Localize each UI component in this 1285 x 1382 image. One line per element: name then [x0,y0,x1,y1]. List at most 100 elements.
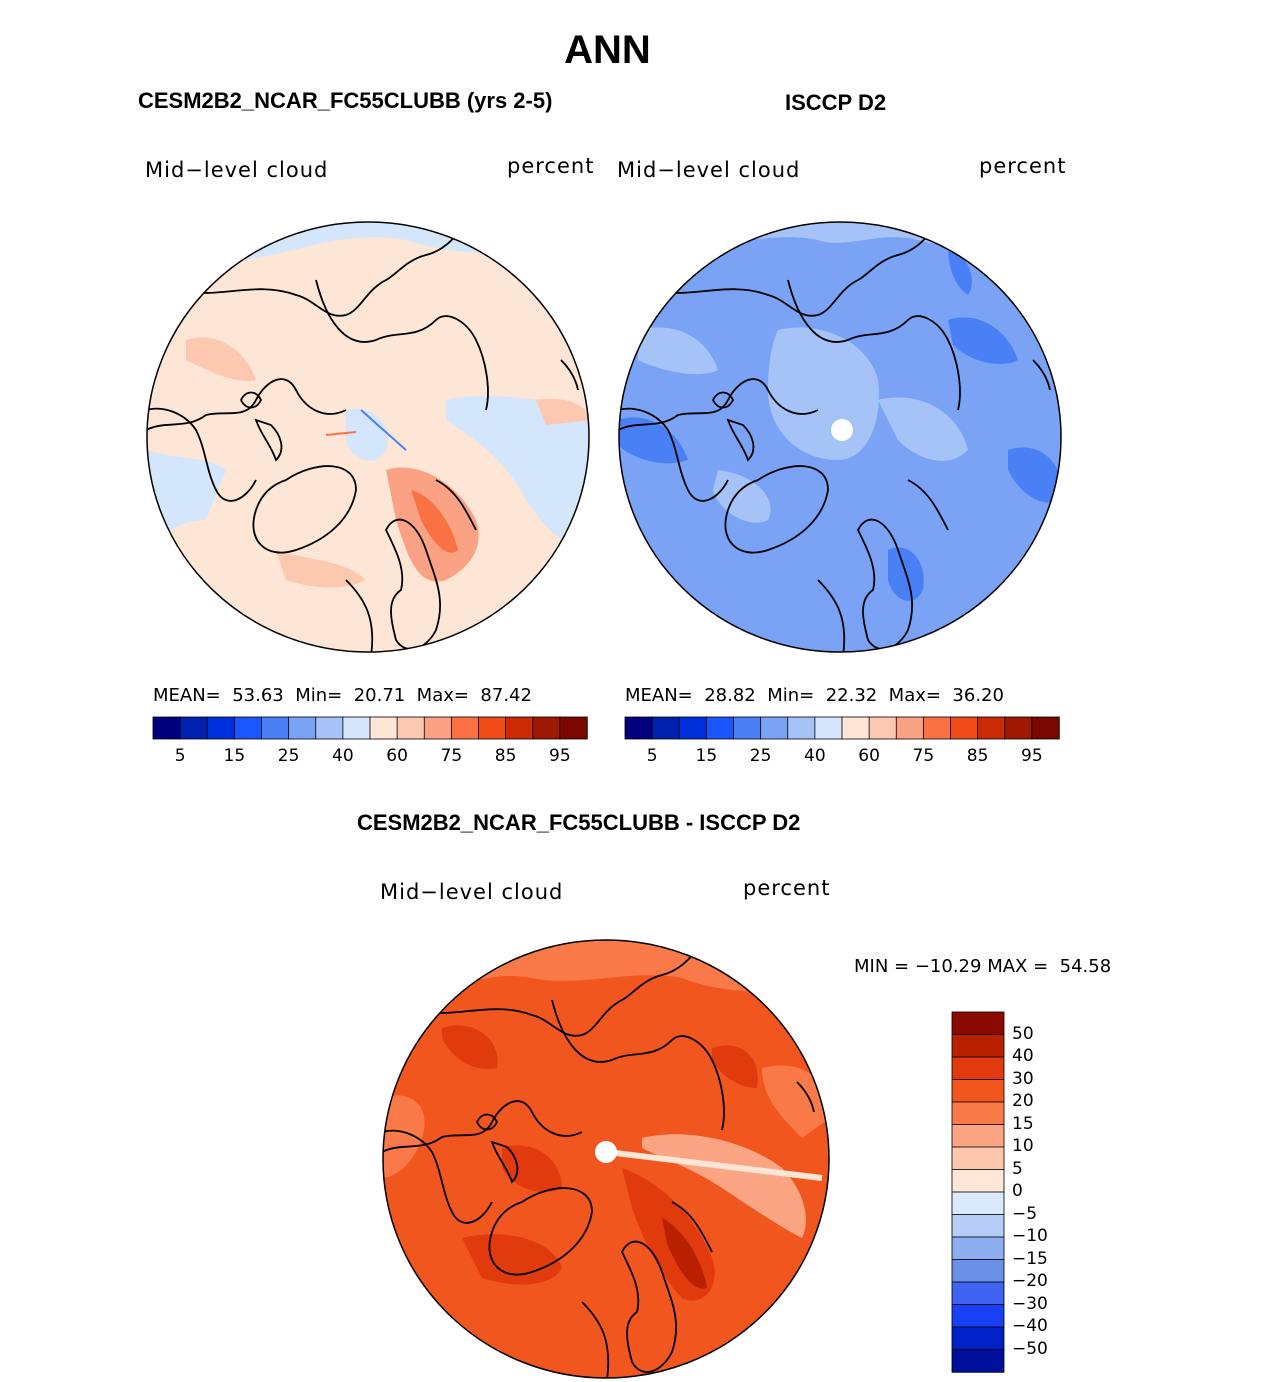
panel-3-colorbar-box [951,1034,1005,1058]
panel-1-colorbar-tick-label: 25 [277,746,300,766]
panel-2-colorbar-box [868,716,897,740]
panel-2-variable: Mid−level cloud [617,158,801,182]
panel-3-colorbar-box [951,1349,1005,1373]
panel-1-field-orange-east [536,398,589,425]
panel-1-colorbar-box [423,716,453,740]
panel-2-colorbar-box [760,716,789,740]
panel-1-variable: Mid−level cloud [145,158,329,182]
panel-1-colorbar-ticks: 5 15 25 40 60 75 85 95 [153,746,587,768]
panel-2-field-dark-north [948,245,972,295]
panel-3-title: CESM2B2_NCAR_FC55CLUBB - ISCCP D2 [357,810,801,835]
panel-2-field-light-west [638,327,718,375]
panel-3-colorbar-box [951,1146,1005,1171]
panel-2-colorbar-box [977,716,1006,740]
panel-1-colorbar-box [342,716,371,740]
panel-1-colorbar-box [559,716,588,740]
panel-1-colorbar-box [315,716,344,740]
panel-3-colorbar-box [951,1214,1005,1238]
panel-3-field-light-ne [762,1065,829,1138]
panel-1-colorbar-tick-label: 85 [494,746,517,766]
panel-1-stats: MEAN= 53.63 Min= 20.71 Max= 87.42 [153,685,532,706]
panel-1-map [146,221,590,653]
panel-3-max-value: 54.58 [1059,956,1112,977]
panel-2-coastlines [619,224,1051,652]
panel-2-colorbar-tick-label: 60 [858,746,880,766]
panel-3-minmax: MIN = −10.29 MAX = 54.58 [854,956,1111,977]
panel-3-colorbar-box [951,1281,1005,1306]
panel-2-units: percent [979,154,1067,178]
panel-1-units: percent [507,154,595,178]
panel-3-field-darkest-europe [662,1218,707,1289]
panel-3-field-light-west [383,1095,425,1178]
panel-1-colorbar-box [261,716,290,740]
panel-3-colorbar-box [951,1259,1005,1283]
panel-1-pole-artifact [360,409,407,451]
panel-1-colorbar-tick-label: 15 [223,746,246,766]
panel-1-colorbar-box [532,716,561,740]
panel-3-colorbar-tick-label: −40 [1012,1316,1048,1336]
panel-3-colorbar-tick-label: −15 [1012,1248,1048,1269]
panel-3-colorbar-tick-label: 50 [1012,1023,1034,1044]
panel-1-field-blue-east [446,395,589,550]
panel-3-min-label: MIN = [854,956,910,977]
panel-2-min-value: 22.32 [825,685,878,706]
panel-1-colorbar-box [505,716,534,740]
panel-1-max-value: 87.42 [480,685,532,706]
panel-3-field-dark-nw [442,1025,498,1069]
panel-3-map-border [382,939,830,1379]
panel-1-min-value: 20.71 [353,685,406,706]
panel-2-title: ISCCP D2 [785,90,887,115]
panel-3-colorbar-tick-label: −20 [1012,1271,1048,1291]
panel-1-field-blue-pole [346,409,388,461]
panel-1-title: CESM2B2_NCAR_FC55CLUBB (yrs 2-5) [138,88,553,113]
panel-2-colorbar-tick-label: 40 [804,746,826,766]
panel-3-colorbar-tick-label: 0 [1012,1181,1023,1201]
panel-3-colorbar-tick-label: −50 [1012,1338,1048,1359]
panel-1-colorbar-tick-label: 5 [174,746,186,766]
panel-1-field-orange-west [186,337,256,381]
panel-3-colorbar-box [951,1124,1005,1148]
panel-3-max-label: MAX = [987,956,1049,977]
panel-3-colorbar-box [951,1101,1005,1126]
panel-3-pole-artifact [606,1149,823,1181]
panel-3-units: percent [743,876,831,900]
panel-3-colorbar-tick-label: 5 [1012,1158,1023,1179]
panel-3-coastlines [383,944,815,1378]
panel-2-colorbar-tick-label: 5 [646,746,658,766]
panel-1-field-red-core [411,490,458,553]
panel-3-colorbar-box [951,1011,1005,1036]
panel-1-colorbar-box [288,716,317,740]
panel-1-field-orange-south [276,550,366,588]
panel-2-colorbar-box [624,716,653,740]
panel-2-colorbar-box [841,716,870,740]
panel-1-colorbar-box [233,716,263,740]
panel-2-colorbar-tick-label: 75 [912,746,935,766]
panel-1-colorbar [152,716,588,740]
panel-3-field-dark-sw [462,1234,562,1285]
panel-3-colorbar-tick-label: 15 [1012,1113,1034,1134]
panel-2-colorbar-box [1031,716,1060,740]
panel-1-colorbar-tick-label: 40 [332,746,354,766]
panel-1-max-label: Max= [416,685,469,706]
panel-2-colorbar-box [787,716,816,740]
panel-2-colorbar-ticks: 5 15 25 40 60 75 85 95 [625,746,1059,768]
panel-2-colorbar-tick-label: 25 [749,746,772,766]
panel-1-colorbar-box [478,716,507,740]
panel-2-mean-value: 28.82 [704,685,756,706]
panel-1-colorbar-box [396,716,425,740]
panel-3-field-dark-canada [502,1145,562,1192]
panel-2-field-light-east [878,397,968,461]
panel-1-colorbar-box [152,716,181,740]
panel-1-colorbar-box [206,716,236,740]
panel-2-max-value: 36.20 [952,685,1004,706]
panel-1-colorbar-tick-label: 95 [549,746,571,766]
panel-1-colorbar-box [450,716,480,740]
panel-1-min-label: Min= [295,685,343,706]
panel-2-mean-label: MEAN= [625,685,693,706]
panel-3-colorbar-tick-label: 20 [1012,1091,1034,1111]
panel-1-colorbar-tick-label: 60 [386,746,408,766]
panel-3-colorbar-box [951,1236,1005,1261]
panel-1-colorbar-box [369,716,398,740]
panel-2-colorbar-box [814,716,843,740]
panel-3-colorbar-tick-label: −5 [1012,1203,1038,1224]
